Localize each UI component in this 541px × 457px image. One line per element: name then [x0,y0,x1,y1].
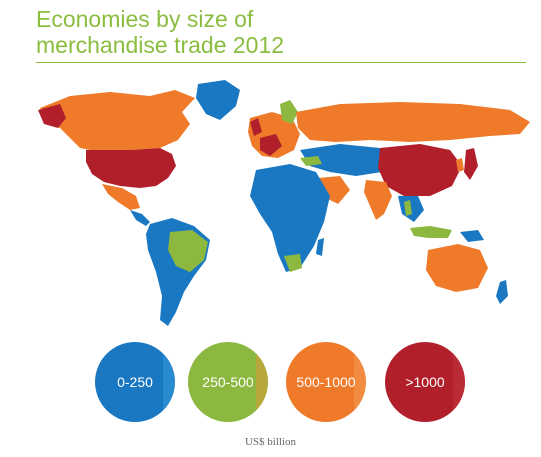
region-indonesia [410,226,452,238]
legend-label: >1000 [405,374,445,390]
page-title: Economies by size of merchandise trade 2… [36,6,516,58]
world-map [38,80,530,326]
region-scandinavia [280,100,298,124]
legend-item-0-250-shade [163,342,175,422]
region-uk [250,118,262,136]
region-usa [86,148,176,188]
title-divider [36,62,526,63]
legend-item-500-1000: 500-1000 [286,342,366,422]
title-line-1: Economies by size of [36,6,254,32]
legend-label: 250-500 [202,374,254,390]
region-madagascar [316,238,324,256]
region-india [364,180,392,220]
region-brazil [168,230,208,272]
region-papua [460,230,484,242]
region-thailand [404,200,412,216]
legend-label: 0-250 [117,374,153,390]
legend-item-500-1000-shade [354,342,366,422]
legend: 0-250 250-500 500-1000 >1000 [0,342,541,422]
legend-label: 500-1000 [296,374,356,390]
title-line-2: merchandise trade 2012 [36,32,285,58]
region-south-africa [284,254,302,272]
region-china [378,144,462,196]
region-japan [464,148,478,180]
region-russia [296,102,530,142]
region-central-asia [300,144,396,176]
region-central-america [130,210,150,226]
region-canada [40,90,195,152]
legend-item-250-500: 250-500 [188,342,268,422]
region-greenland [196,80,240,120]
legend-item-250-500-shade [256,342,268,422]
unit-label: US$ billion [244,436,297,448]
legend-item-over-1000-shade [453,342,465,422]
region-germany-france [260,134,282,156]
region-new-zealand [496,280,508,304]
legend-item-0-250: 0-250 [95,342,175,422]
region-turkey [300,156,322,166]
legend-item-over-1000: >1000 [385,342,465,422]
region-africa [250,164,330,272]
region-mexico [102,184,140,210]
region-alaska [38,104,66,128]
region-korea [456,158,464,172]
region-australia [426,244,488,292]
